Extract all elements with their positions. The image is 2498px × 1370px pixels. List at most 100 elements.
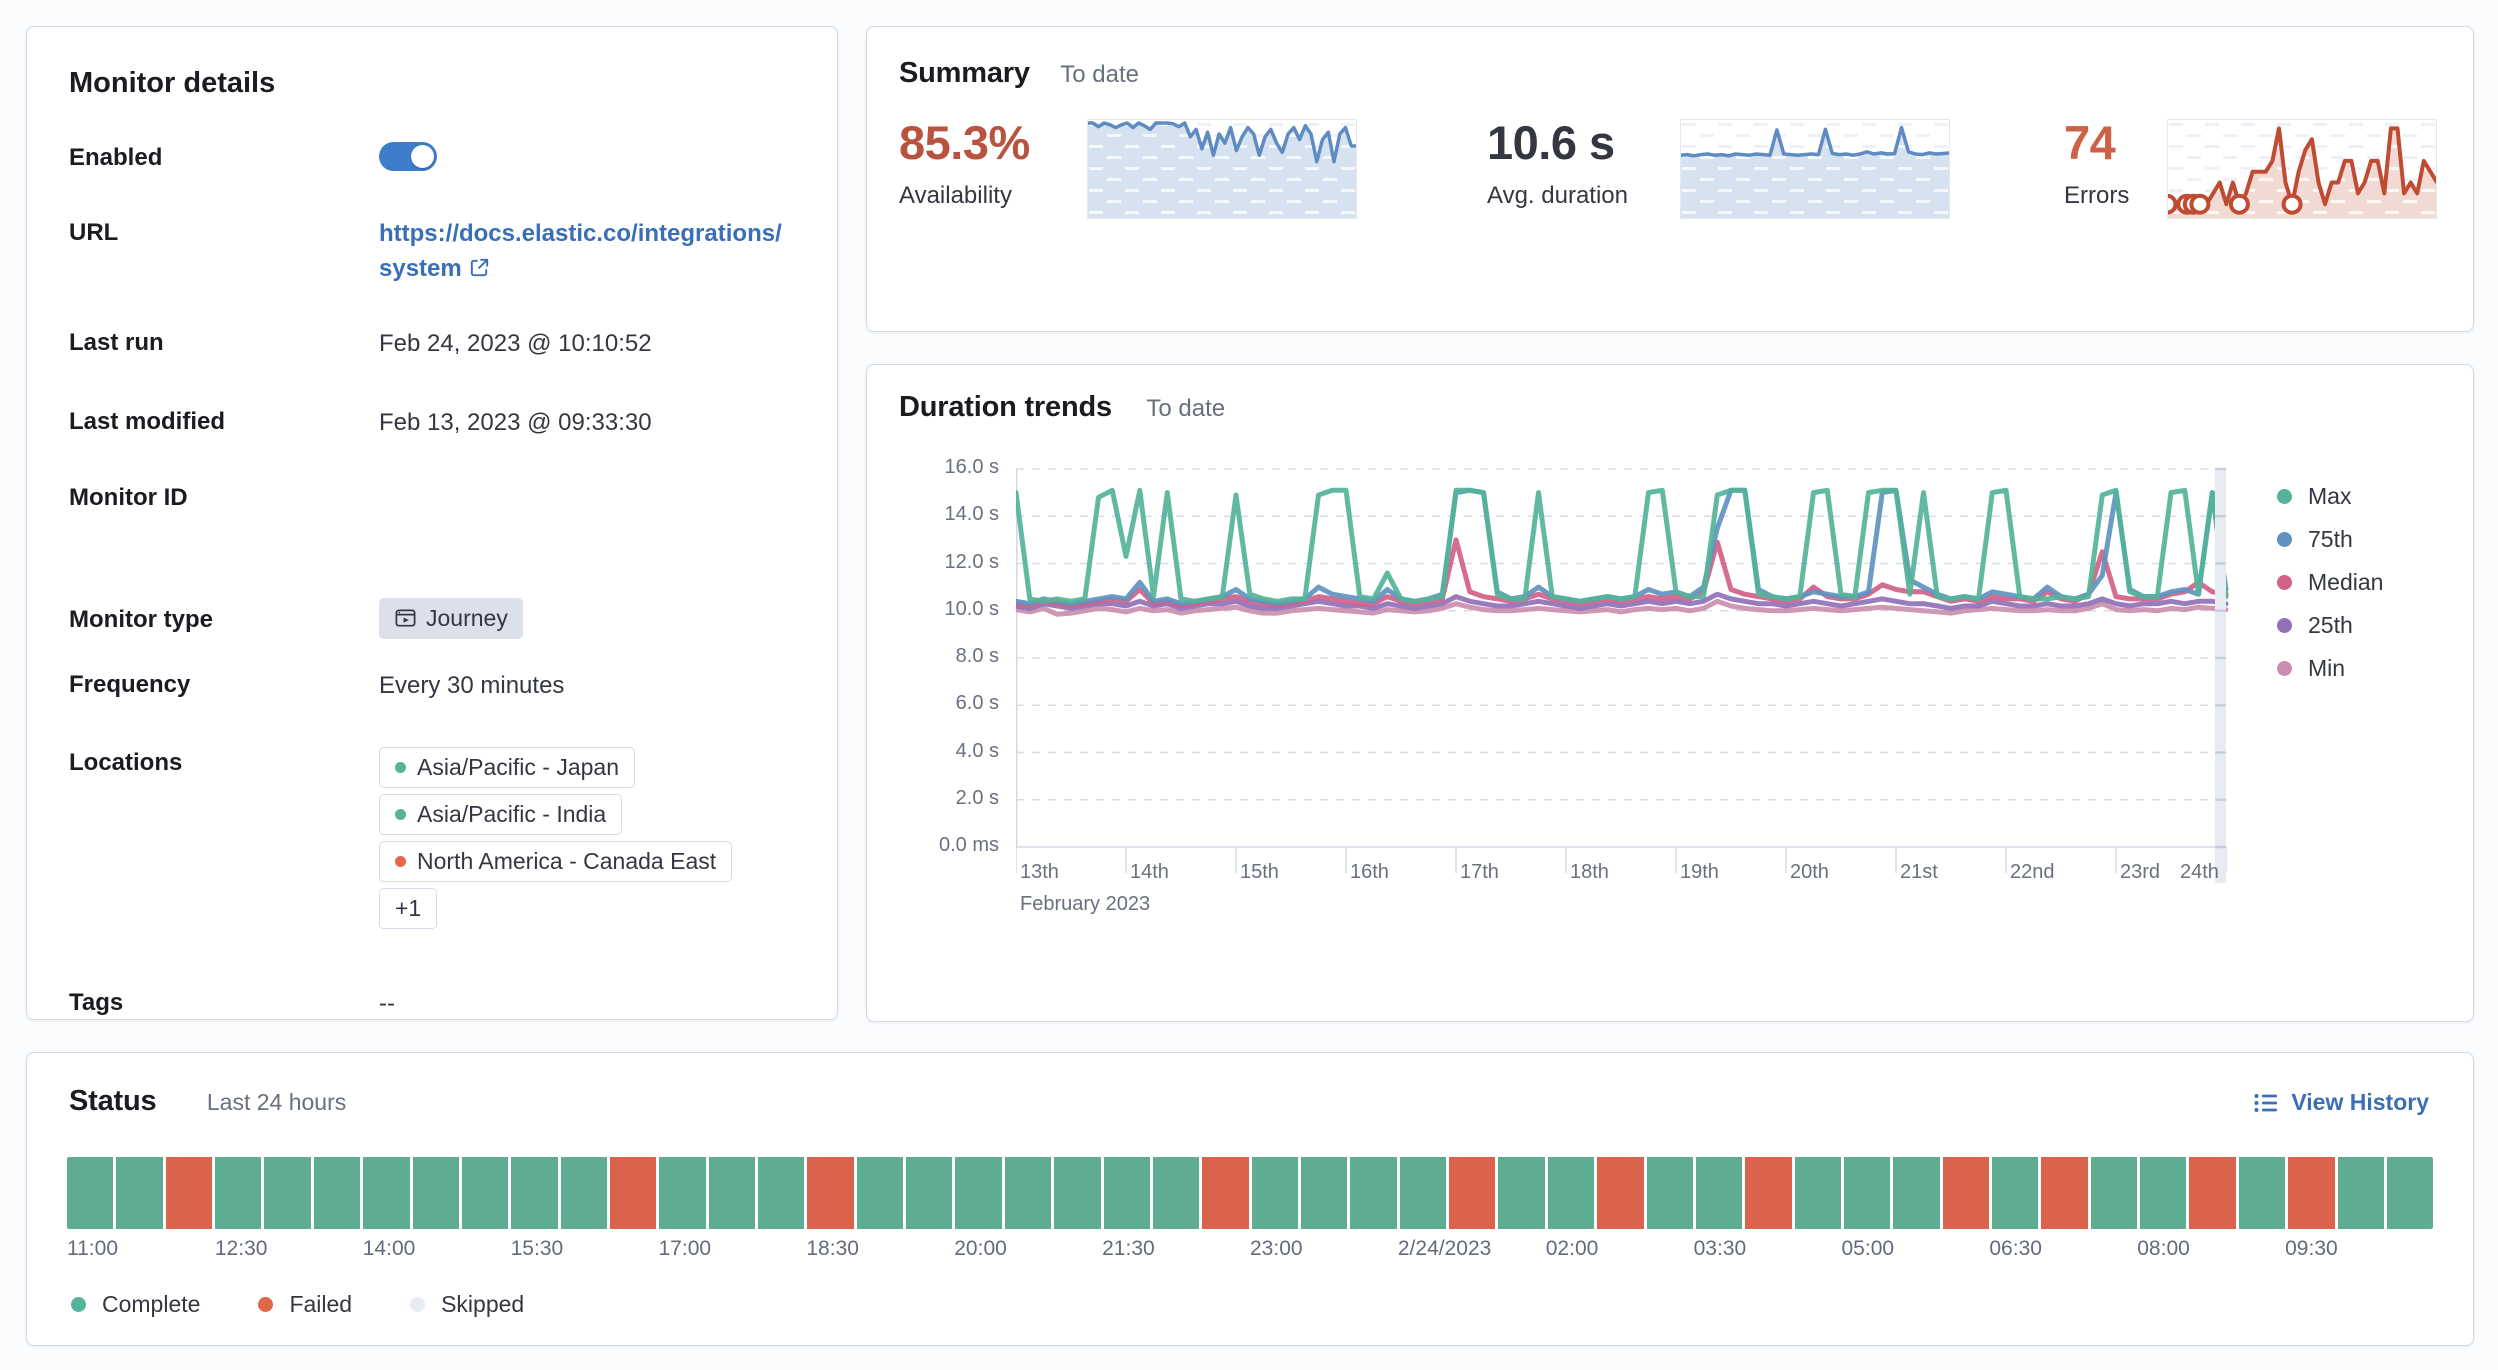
legend-item-min[interactable]: Min [2277,647,2383,690]
status-segment-failed[interactable] [1449,1157,1496,1229]
status-time-label: 23:00 [1250,1237,1303,1260]
status-segment-complete[interactable] [1054,1157,1101,1229]
status-segment-complete[interactable] [758,1157,805,1229]
status-segment-complete[interactable] [2238,1157,2286,1229]
last-modified-value: Feb 13, 2023 @ 09:33:30 [379,408,652,436]
status-segment-complete[interactable] [1152,1157,1200,1229]
status-segment-failed[interactable] [1597,1157,1644,1229]
status-segment-complete[interactable] [1893,1157,1940,1229]
x-axis-tick-label: 14th [1130,861,1169,883]
status-segment-complete[interactable] [955,1157,1002,1229]
status-segment-complete[interactable] [2386,1157,2434,1229]
status-segment-complete[interactable] [659,1157,706,1229]
status-segment-complete[interactable] [116,1157,163,1229]
status-segment-failed[interactable] [2189,1157,2236,1229]
legend-item-25th[interactable]: 25th [2277,604,2383,647]
x-axis-tick-label: 13th [1020,861,1059,883]
duration-trends-chart [1016,467,2229,883]
monitor-type-badge: Journey [379,597,523,639]
status-time-label: 03:30 [1693,1237,1747,1260]
status-segment-failed[interactable] [2288,1157,2335,1229]
monitor-id-label: Monitor ID [69,484,188,512]
x-axis-tick-label: 23rd [2120,861,2161,883]
summary-subtitle: To date [1060,61,1139,88]
avg-duration-label: Avg. duration [1487,182,1628,209]
legend-label: 75th [2308,526,2353,552]
series-line-min [1016,598,2229,617]
status-segment-complete[interactable] [511,1157,558,1229]
status-segment-complete[interactable] [313,1157,361,1229]
availability-value: 85.3% [899,116,1030,169]
row-locations: Locations Asia/Pacific - Japan Asia/Pacif… [69,747,795,935]
status-segment-complete[interactable] [215,1157,262,1229]
status-segment-complete[interactable] [461,1157,509,1229]
row-enabled: Enabled [69,142,795,173]
status-segment-complete[interactable] [856,1157,904,1229]
legend-item-75th[interactable]: 75th [2277,518,2383,561]
status-segment-complete[interactable] [1300,1157,1348,1229]
status-segment-complete[interactable] [2090,1157,2138,1229]
status-segment-complete[interactable] [1103,1157,1150,1229]
errors-sparkline [2167,119,2437,219]
y-axis-tick-label: 6.0 s [955,692,999,715]
status-segment-complete[interactable] [67,1157,114,1229]
status-segment-complete[interactable] [1399,1157,1447,1229]
location-badge-label: +1 [395,895,422,922]
status-segment-complete[interactable] [1498,1157,1545,1229]
last-run-label: Last run [69,328,164,356]
x-axis-tick-label: 19th [1680,861,1719,883]
frequency-value: Every 30 minutes [379,671,565,699]
monitor-url-link[interactable]: https://docs.elastic.co/integrations/sys… [379,220,782,282]
y-axis-tick-label: 4.0 s [955,739,999,762]
legend-label: Median [2308,569,2384,595]
status-segment-complete[interactable] [363,1157,410,1229]
status-segment-failed[interactable] [609,1157,657,1229]
row-last-modified: Last modified Feb 13, 2023 @ 09:33:30 [69,406,795,441]
avg-duration-sparkline [1680,119,1950,219]
status-segment-complete[interactable] [1547,1157,1595,1229]
errors-value: 74 [2064,116,2116,169]
status-segment-failed[interactable] [2041,1157,2088,1229]
enabled-toggle[interactable] [379,142,437,171]
status-segment-complete[interactable] [1794,1157,1841,1229]
status-segment-failed[interactable] [1942,1157,1990,1229]
status-segment-complete[interactable] [1646,1157,1693,1229]
status-segment-complete[interactable] [412,1157,459,1229]
location-badge: Asia/Pacific - India [379,794,623,836]
status-segment-complete[interactable] [1251,1157,1298,1229]
status-segment-complete[interactable] [264,1157,311,1229]
status-segment-complete[interactable] [906,1157,953,1229]
status-legend-dot [410,1297,426,1312]
status-subtitle: Last 24 hours [206,1089,347,1115]
status-legend-label: Failed [289,1291,353,1317]
status-segment-complete[interactable] [2140,1157,2187,1229]
x-axis-tick-label: 20th [1790,861,1829,883]
status-segment-complete[interactable] [1843,1157,1891,1229]
status-legend-dot [258,1297,274,1312]
status-segment-complete[interactable] [1004,1157,1052,1229]
status-segment-failed[interactable] [1745,1157,1792,1229]
status-segment-complete[interactable] [1992,1157,2039,1229]
legend-label: Max [2308,483,2352,509]
status-segment-failed[interactable] [807,1157,854,1229]
status-segment-complete[interactable] [1695,1157,1743,1229]
locations-overflow-badge[interactable]: +1 [379,888,438,930]
status-segment-complete[interactable] [2337,1157,2384,1229]
status-segment-complete[interactable] [1350,1157,1397,1229]
status-segment-complete[interactable] [560,1157,607,1229]
frequency-label: Frequency [69,670,191,698]
monitor-details-panel: Monitor details Enabled URL https://docs… [26,26,838,1020]
duration-trends-panel: Duration trends To date 16.0 s 14.0 s 12.0… [866,364,2474,1022]
status-time-label: 02:00 [1545,1237,1599,1260]
view-history-link[interactable]: View History [2253,1089,2429,1116]
status-segment-failed[interactable] [165,1157,213,1229]
row-frequency: Frequency Every 30 minutes [69,669,795,704]
legend-item-max[interactable]: Max [2277,475,2383,518]
location-badge: North America - Canada East [379,841,733,883]
status-segment-failed[interactable] [1202,1157,1249,1229]
legend-item-median[interactable]: Median [2277,561,2383,604]
duration-trends-subtitle: To date [1146,395,1226,422]
status-segment-complete[interactable] [708,1157,756,1229]
duration-chart-legend: Max 75th Median 25th Min [2277,475,2383,690]
x-axis-tick-label: 21st [1900,861,1938,883]
